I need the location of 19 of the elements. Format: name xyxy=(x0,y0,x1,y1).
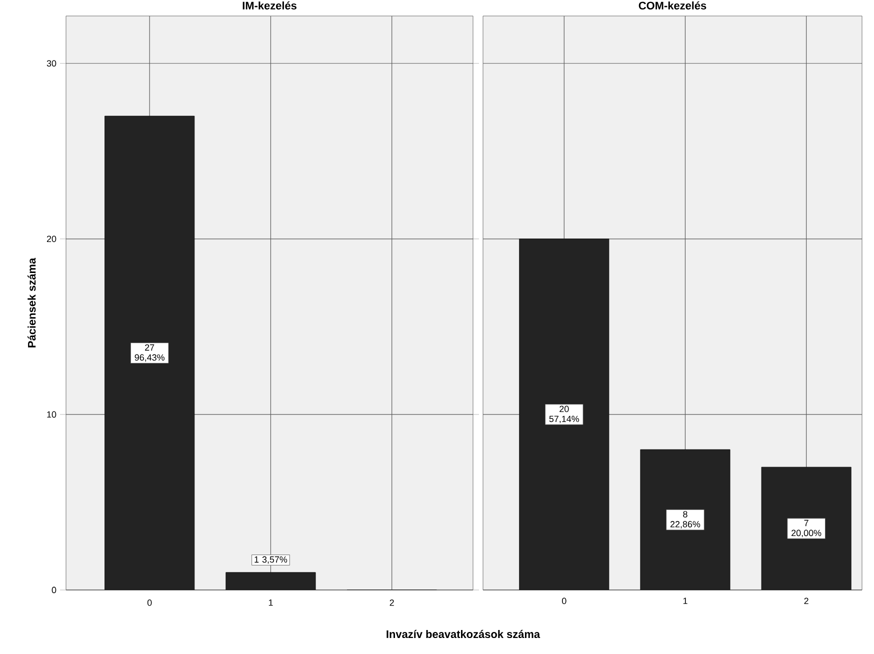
y-tick-label: 20 xyxy=(46,236,56,242)
y-tick-label: 0 xyxy=(52,586,56,594)
y-tick-label: 30 xyxy=(46,60,56,67)
data-label: 27 96,43% xyxy=(134,344,164,362)
x-tick-label: 2 xyxy=(804,598,808,604)
data-label: 8 22,86% xyxy=(670,511,700,528)
y-tick-label: 10 xyxy=(47,411,56,418)
x-tick-label: 1 xyxy=(683,598,688,604)
data-label: 20 57,14% xyxy=(549,406,580,424)
data-label: 7 20,00% xyxy=(792,520,822,538)
x-tick-label: 0 xyxy=(562,598,566,604)
x-tick-label: 0 xyxy=(147,600,152,606)
chart-title: IM-kezelés xyxy=(242,1,296,10)
x-tick-label: 1 xyxy=(268,600,273,606)
x-axis-title: Invazív beavatkozások száma xyxy=(386,630,540,638)
x-tick-label: 2 xyxy=(390,600,394,606)
y-axis-title: Páciensek száma xyxy=(28,258,36,348)
chart-title: COM-kezelés xyxy=(638,1,706,10)
data-label: 1 3,57% xyxy=(254,556,288,564)
